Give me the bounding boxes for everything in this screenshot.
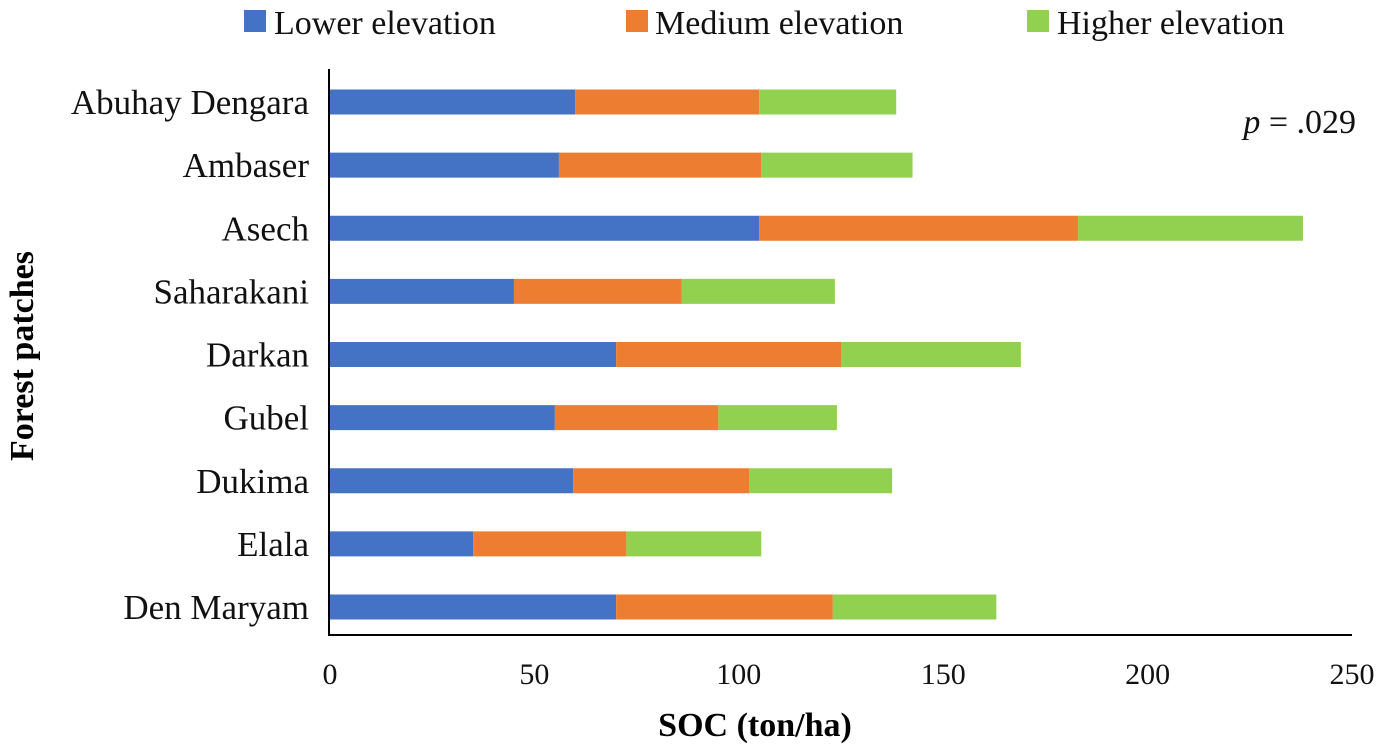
bar-saharakani-higher-elevation	[681, 278, 835, 304]
bar-abuhay-dengara-lower-elevation	[330, 89, 576, 115]
bar-abuhay-dengara-higher-elevation	[759, 89, 897, 115]
category-label-saharakani: Saharakani	[154, 272, 310, 311]
bar-elala-medium-elevation	[473, 531, 627, 557]
bar-ambaser-higher-elevation	[761, 152, 913, 178]
legend-swatch-lower-elevation	[244, 10, 266, 32]
bar-asech-higher-elevation	[1078, 215, 1303, 241]
legend: Lower elevation Medium elevation Higher …	[244, 5, 1285, 42]
y-axis-title: Forest patches	[4, 251, 41, 461]
category-label-abuhay-dengara: Abuhay Dengara	[71, 83, 310, 122]
bar-den-maryam-medium-elevation	[616, 594, 833, 620]
category-labels: Abuhay Dengara Ambaser Asech Saharakani Dark…	[71, 83, 310, 627]
x-tick-label-100: 100	[716, 658, 761, 691]
category-label-dukima: Dukima	[196, 462, 309, 501]
x-tick-labels: 0 50 100 150 200 250	[323, 658, 1375, 691]
bar-darkan-medium-elevation	[616, 342, 841, 367]
category-label-elala: Elala	[237, 525, 309, 564]
bar-saharakani-medium-elevation	[513, 278, 682, 304]
category-label-den-maryam: Den Maryam	[123, 588, 309, 627]
bar-segments	[330, 89, 1303, 620]
bar-ambaser-lower-elevation	[330, 152, 559, 178]
x-tick-label-250: 250	[1330, 658, 1375, 691]
bar-dukima-medium-elevation	[573, 468, 750, 494]
bar-abuhay-dengara-medium-elevation	[575, 89, 760, 115]
x-tick-label-50: 50	[519, 658, 549, 691]
bar-den-maryam-higher-elevation	[832, 594, 997, 620]
legend-label-lower-elevation: Lower elevation	[274, 5, 496, 42]
x-tick-label-0: 0	[323, 658, 338, 691]
legend-label-higher-elevation: Higher elevation	[1057, 5, 1285, 42]
p-value: = .029	[1260, 104, 1356, 141]
category-label-asech: Asech	[222, 209, 310, 248]
x-tick-label-150: 150	[921, 658, 966, 691]
p-symbol: p	[1241, 104, 1260, 141]
bar-dukima-higher-elevation	[749, 468, 893, 494]
x-axis-title: SOC (ton/ha)	[658, 707, 852, 744]
bar-asech-medium-elevation	[759, 215, 1079, 241]
legend-swatch-medium-elevation	[626, 10, 648, 32]
x-tick-label-200: 200	[1125, 658, 1170, 691]
bar-elala-lower-elevation	[330, 531, 474, 557]
legend-label-medium-elevation: Medium elevation	[655, 5, 903, 42]
bar-gubel-lower-elevation	[330, 405, 555, 431]
category-label-ambaser: Ambaser	[183, 146, 310, 185]
bar-saharakani-lower-elevation	[330, 278, 514, 304]
bar-darkan-lower-elevation	[330, 342, 617, 367]
axes	[328, 69, 1352, 636]
bar-den-maryam-lower-elevation	[330, 594, 617, 620]
category-label-darkan: Darkan	[206, 336, 309, 375]
p-value-annotation: p = .029	[1241, 104, 1356, 141]
legend-swatch-higher-elevation	[1027, 10, 1049, 32]
bar-gubel-higher-elevation	[718, 405, 837, 431]
bar-gubel-medium-elevation	[554, 405, 719, 431]
bar-asech-lower-elevation	[330, 215, 760, 241]
bar-dukima-lower-elevation	[330, 468, 574, 494]
category-label-gubel: Gubel	[223, 399, 309, 438]
bar-elala-higher-elevation	[626, 531, 762, 557]
bar-ambaser-medium-elevation	[558, 152, 762, 178]
bar-darkan-higher-elevation	[841, 342, 1021, 367]
